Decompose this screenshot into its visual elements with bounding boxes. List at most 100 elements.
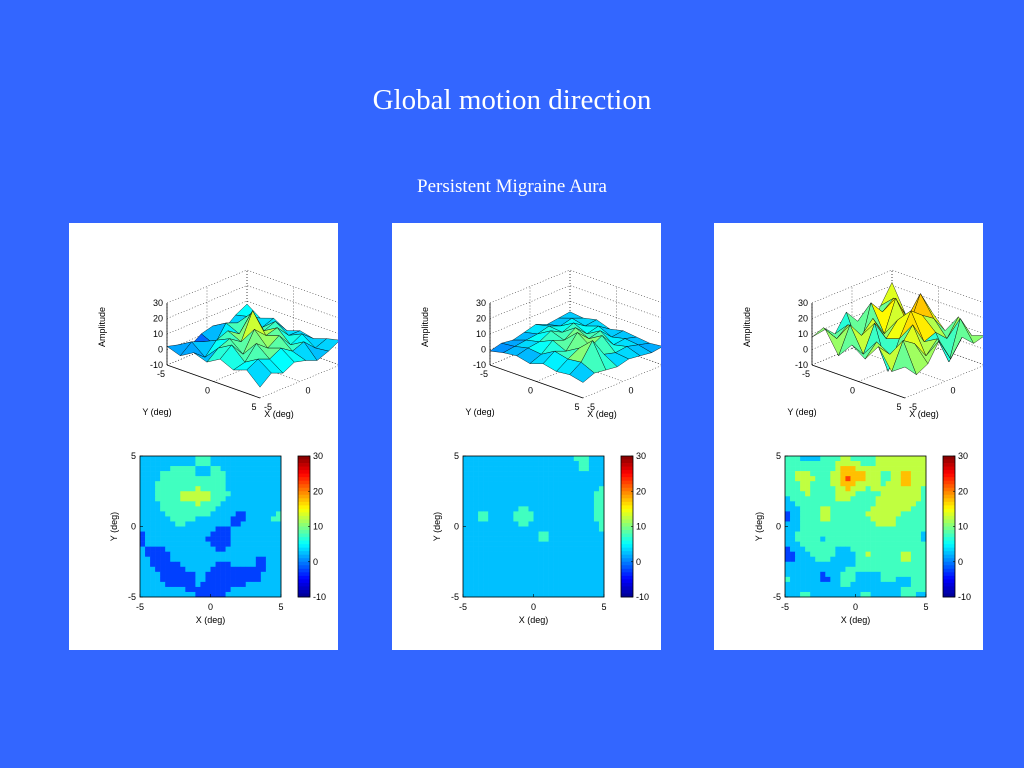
contour-cell [170, 591, 176, 598]
contour-cell [890, 491, 897, 497]
contour-cell [468, 481, 474, 487]
contour-cell [583, 506, 590, 512]
contour-cell [205, 556, 211, 563]
contour-cell [538, 466, 544, 472]
contour-cell [915, 546, 922, 552]
contour-cell [860, 581, 866, 588]
contour-cell [845, 476, 851, 482]
contour-cell [870, 576, 876, 583]
contour-cell [235, 536, 242, 542]
contour-cell [815, 491, 821, 497]
contour-cell [518, 556, 524, 563]
contour-cell [483, 496, 489, 502]
contour-cell [573, 476, 580, 482]
contour-cell [498, 466, 504, 472]
contour-cell [260, 536, 267, 542]
contour-cell [468, 591, 474, 598]
contour-cell [145, 461, 151, 467]
contour-cell [860, 496, 866, 502]
contour-cell [820, 576, 826, 583]
contour-cell [145, 471, 151, 477]
contour-cell [518, 456, 524, 462]
contour-cell [805, 546, 811, 552]
contour-cell [195, 486, 201, 492]
contour-cell [270, 496, 277, 502]
contour-cell [583, 546, 590, 552]
contour-cell [205, 546, 211, 552]
contour-cell [885, 531, 892, 537]
contour-cell [598, 486, 605, 492]
contour-cell [215, 526, 221, 532]
contour-cell [598, 551, 605, 558]
contour-cell [245, 536, 252, 542]
contour-cell [265, 586, 272, 593]
contour-cell [895, 496, 902, 502]
contour-cell [548, 546, 554, 552]
contour-cell [900, 576, 907, 583]
contour-cell [488, 536, 494, 542]
contour-cell [553, 551, 559, 558]
contour-cell [910, 486, 917, 492]
contour-cell [795, 551, 801, 558]
contour-cell [250, 506, 257, 512]
contour-cell [548, 511, 554, 517]
x-tick-label: -5 [587, 402, 595, 412]
colorbar-segment [621, 558, 633, 563]
contour-cell [473, 466, 479, 472]
contour-cell [170, 476, 176, 482]
contour-cell [920, 586, 927, 593]
contour-cell [790, 541, 796, 547]
colorbar-segment [298, 459, 310, 464]
contour-cell [815, 466, 821, 472]
contour-cell [593, 556, 600, 563]
contour-cell [563, 501, 570, 507]
contour-cell [523, 506, 529, 512]
contour-cell [845, 471, 851, 477]
contour-cell [508, 531, 514, 537]
contour-cell [215, 491, 221, 497]
contour-cell [845, 571, 851, 578]
contour-cell [850, 591, 856, 598]
contour-cell [865, 591, 871, 598]
contour-cell [855, 481, 861, 487]
contour-cell [175, 591, 181, 598]
contour-cell [260, 581, 267, 588]
contour-cell [800, 456, 806, 462]
contour-cell [578, 456, 585, 462]
contour-cell [890, 516, 897, 522]
contour-cell [160, 571, 166, 578]
contour-cell [210, 516, 216, 522]
contour-cell [875, 586, 881, 593]
contour-cell [195, 531, 201, 537]
contour-cell [538, 531, 544, 537]
contour-cell [533, 586, 539, 593]
contour-cell [463, 521, 469, 527]
contour-cell [820, 466, 826, 472]
contour-cell [210, 566, 216, 573]
contour-cell [850, 546, 856, 552]
colorbar-segment [298, 484, 310, 489]
contour-cell [830, 521, 836, 527]
contour-cell [845, 496, 851, 502]
contour-cell [815, 501, 821, 507]
contour-cell [900, 486, 907, 492]
contour-cell [175, 581, 181, 588]
colorbar-tick-label: -10 [636, 592, 649, 602]
contour-cell [830, 561, 836, 568]
contour-cell [900, 491, 907, 497]
contour-cell [558, 531, 565, 537]
contour-cell [800, 461, 806, 467]
contour-cell [215, 576, 221, 583]
contour-cell [563, 586, 570, 593]
contour-cell [880, 571, 887, 578]
contour-cell [820, 571, 826, 578]
contour-cell [488, 466, 494, 472]
contour-cell [245, 466, 252, 472]
contour-cell [588, 476, 595, 482]
contour-cell [140, 521, 146, 527]
contour-cell [543, 511, 549, 517]
contour-cell [915, 511, 922, 517]
contour-cell [915, 506, 922, 512]
contour-cell [885, 526, 892, 532]
contour-cell [895, 526, 902, 532]
